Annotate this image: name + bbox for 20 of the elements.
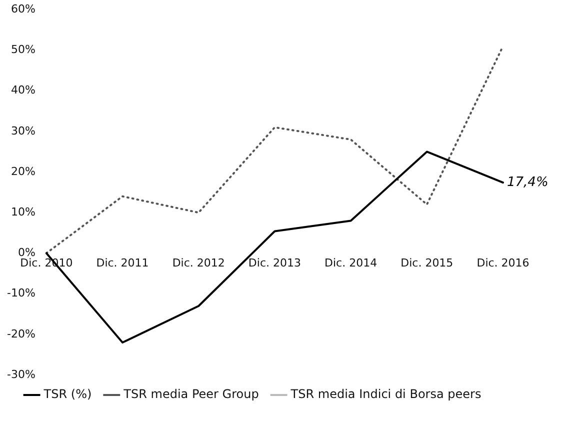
y-tick-label: 30%	[10, 124, 36, 138]
y-tick-label: -20%	[6, 327, 36, 340]
y-tick-label: 10%	[10, 205, 36, 218]
y-tick-label: 20%	[10, 164, 36, 178]
y-tick-label: -30%	[6, 368, 36, 381]
x-tick-label: Dic. 2012	[172, 256, 225, 270]
x-tick-label: Dic. 2015	[400, 256, 454, 270]
data-label: 17,4%	[507, 174, 548, 190]
x-tick-label: Dic. 2014	[324, 256, 378, 270]
y-tick-label: 0%	[18, 246, 36, 260]
x-tick-label: Dic. 2011	[96, 256, 149, 270]
y-tick-label: 60%	[10, 2, 36, 16]
y-tick-label: 40%	[10, 84, 36, 97]
legend-label: TSR media Peer Group	[122, 387, 259, 402]
x-tick-label: Dic. 2016	[476, 256, 530, 270]
y-tick-label: -10%	[6, 286, 36, 300]
x-tick-label: Dic. 2013	[248, 256, 301, 270]
legend-label: TSR media Indici di Borsa peers	[290, 387, 482, 402]
legend-label: TSR (%)	[42, 387, 92, 402]
y-tick-label: 50%	[10, 43, 36, 56]
